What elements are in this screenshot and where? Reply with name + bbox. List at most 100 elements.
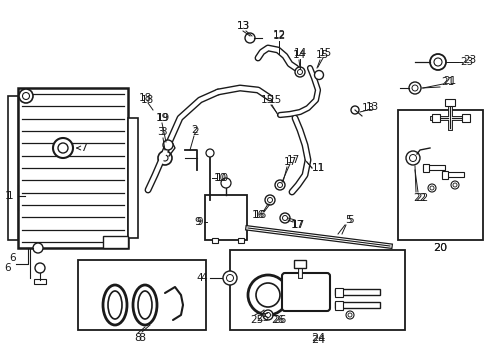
FancyBboxPatch shape bbox=[282, 273, 329, 311]
Text: 11: 11 bbox=[311, 163, 324, 173]
Bar bbox=[128, 118, 138, 238]
Text: 15: 15 bbox=[260, 95, 273, 105]
Bar bbox=[422, 163, 428, 171]
Circle shape bbox=[163, 140, 173, 150]
Text: 1: 1 bbox=[7, 191, 13, 201]
Text: 9: 9 bbox=[196, 217, 203, 227]
Text: 18: 18 bbox=[138, 93, 151, 103]
Text: 13: 13 bbox=[236, 21, 249, 31]
Text: 11: 11 bbox=[311, 163, 324, 173]
Circle shape bbox=[433, 58, 441, 66]
Bar bbox=[212, 238, 218, 243]
Circle shape bbox=[158, 151, 172, 165]
Text: 19: 19 bbox=[155, 113, 168, 123]
Circle shape bbox=[294, 67, 305, 77]
Circle shape bbox=[277, 183, 282, 188]
Text: 3: 3 bbox=[160, 127, 166, 137]
Text: 19: 19 bbox=[156, 113, 169, 123]
Circle shape bbox=[429, 54, 445, 70]
Circle shape bbox=[162, 155, 168, 161]
Text: 26: 26 bbox=[271, 315, 284, 325]
Circle shape bbox=[282, 216, 287, 220]
Circle shape bbox=[265, 312, 270, 318]
Text: 15: 15 bbox=[318, 48, 331, 58]
Bar bbox=[334, 302, 379, 308]
Text: 12: 12 bbox=[272, 31, 285, 41]
Bar bbox=[334, 289, 379, 295]
Text: 2: 2 bbox=[191, 125, 198, 135]
Bar bbox=[8, 96, 18, 240]
Text: 1: 1 bbox=[5, 191, 11, 201]
Ellipse shape bbox=[133, 285, 157, 325]
Circle shape bbox=[35, 263, 45, 273]
Bar bbox=[422, 165, 444, 170]
Bar bbox=[441, 172, 463, 177]
Circle shape bbox=[408, 154, 416, 162]
Circle shape bbox=[58, 143, 68, 153]
Circle shape bbox=[427, 184, 435, 192]
Bar bbox=[103, 236, 128, 248]
Circle shape bbox=[226, 275, 233, 282]
Text: 22: 22 bbox=[412, 193, 426, 203]
Text: 4: 4 bbox=[200, 273, 207, 283]
Circle shape bbox=[53, 138, 73, 158]
Text: 18: 18 bbox=[140, 95, 153, 105]
Text: 20: 20 bbox=[432, 243, 446, 253]
Circle shape bbox=[33, 243, 43, 253]
Circle shape bbox=[221, 178, 230, 188]
Text: 13: 13 bbox=[365, 102, 378, 112]
Circle shape bbox=[429, 186, 433, 190]
Text: 6: 6 bbox=[5, 263, 11, 273]
Circle shape bbox=[314, 71, 323, 80]
Text: 6: 6 bbox=[10, 253, 16, 263]
Text: 23: 23 bbox=[459, 57, 473, 67]
Circle shape bbox=[350, 106, 358, 114]
Circle shape bbox=[267, 198, 272, 202]
Circle shape bbox=[19, 89, 33, 103]
Text: 16: 16 bbox=[253, 210, 266, 220]
Text: 17: 17 bbox=[290, 220, 303, 230]
Circle shape bbox=[408, 82, 420, 94]
Circle shape bbox=[297, 69, 302, 75]
Text: 21: 21 bbox=[443, 76, 456, 86]
Text: 17: 17 bbox=[283, 157, 296, 167]
Circle shape bbox=[263, 310, 272, 320]
Ellipse shape bbox=[108, 291, 122, 319]
Circle shape bbox=[256, 283, 280, 307]
Text: 24: 24 bbox=[310, 333, 325, 343]
Bar bbox=[293, 260, 305, 268]
Text: 5: 5 bbox=[344, 215, 350, 225]
Circle shape bbox=[411, 85, 417, 91]
Text: 2: 2 bbox=[192, 127, 199, 137]
Bar bbox=[238, 238, 244, 243]
Text: 21: 21 bbox=[441, 77, 454, 87]
Text: 17: 17 bbox=[291, 220, 304, 230]
Text: 4: 4 bbox=[196, 273, 203, 283]
Text: 14: 14 bbox=[293, 48, 306, 58]
Text: 25: 25 bbox=[250, 315, 263, 325]
Bar bbox=[18, 88, 128, 248]
Bar bbox=[78, 260, 205, 330]
Text: 20: 20 bbox=[432, 243, 446, 253]
Text: 22: 22 bbox=[414, 193, 428, 203]
Text: 15: 15 bbox=[315, 50, 328, 60]
Text: 8: 8 bbox=[134, 333, 141, 343]
Text: 5: 5 bbox=[346, 215, 353, 225]
Bar bbox=[204, 195, 246, 240]
Circle shape bbox=[346, 311, 353, 319]
Text: 16: 16 bbox=[251, 210, 264, 220]
Circle shape bbox=[247, 275, 287, 315]
Bar bbox=[431, 114, 439, 122]
Circle shape bbox=[450, 181, 458, 189]
Bar bbox=[34, 279, 46, 284]
Text: 3: 3 bbox=[156, 127, 163, 137]
Circle shape bbox=[264, 195, 274, 205]
Text: 26: 26 bbox=[273, 315, 286, 325]
Circle shape bbox=[274, 180, 285, 190]
Circle shape bbox=[205, 149, 214, 157]
Text: 13: 13 bbox=[361, 103, 374, 113]
Text: 24: 24 bbox=[310, 335, 325, 345]
Text: 23: 23 bbox=[463, 55, 476, 65]
Circle shape bbox=[223, 271, 237, 285]
Bar bbox=[334, 301, 342, 310]
